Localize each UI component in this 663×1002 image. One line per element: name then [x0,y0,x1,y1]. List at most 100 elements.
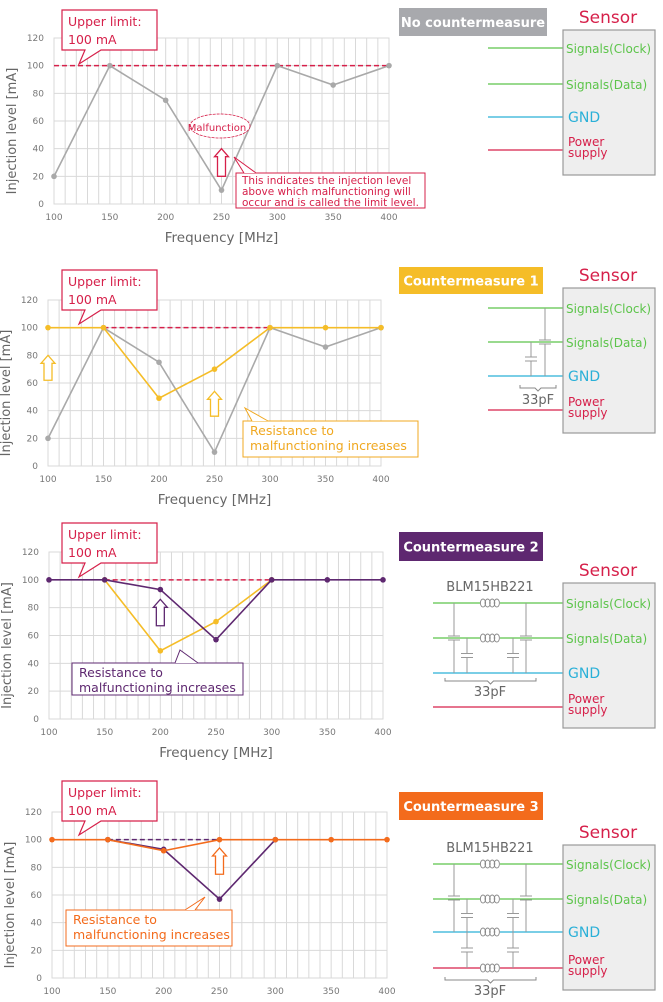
annotation-text: occur and is called the limit level. [242,197,419,209]
annotation-pointer [243,406,269,422]
data-point [211,449,218,455]
pin-data-label: Signals(Data) [566,632,647,646]
x-tick-label: 400 [378,987,395,997]
up-arrow-icon [39,354,57,381]
up-arrow-icon [206,390,223,417]
capacitor-value-label: 33pF [474,984,506,999]
data-point [46,577,52,583]
x-tick-label: 300 [267,987,284,997]
annotation-text: This indicates the injection level [241,175,411,187]
panel-title: No countermeasure [401,16,545,31]
pin-gnd-label: GND [568,369,600,385]
sensor-label: Sensor [579,8,637,28]
panel-title-badge [399,267,543,294]
data-point [213,618,219,625]
x-tick-label: 100 [40,728,57,738]
x-tick-label: 150 [101,213,118,223]
x-tick-label: 350 [319,728,336,738]
data-point [328,836,334,843]
upper-limit-callout [61,9,158,66]
up-arrow-icon [151,598,169,627]
ferrite-bead-icon [493,633,500,643]
ferrite-bead-icon [479,633,487,643]
y-axis-label: Injection level [mA] [0,582,15,709]
data-point [380,577,386,583]
x-tick-label: 250 [206,475,223,485]
y-tick-label: 20 [27,434,39,444]
upper-limit-callout [61,269,158,326]
upper-limit-value: 100 mA [68,32,117,47]
annotation-text: malfunctioning increases [73,927,230,942]
pin-data-label: Signals(Data) [566,336,647,350]
pin-data-label: Signals(Data) [566,893,647,907]
ferrite-bead-icon [479,894,487,904]
x-axis-label: Frequency [MHz] [165,230,278,246]
data-point [101,577,108,583]
y-tick-label: 60 [33,117,45,127]
ferrite-bead-icon [479,963,487,973]
x-tick-label: 300 [263,728,280,738]
y-tick-label: 40 [27,407,39,417]
y-tick-label: 20 [28,687,40,697]
data-point [157,648,164,654]
pin-gnd-label: GND [568,666,600,682]
y-tick-label: 100 [21,324,38,334]
ferrite-bead-icon [484,894,491,904]
chart-panel-2: 100 150 200 250 300 350 400 0 20 40 60 80 100 120 Inje… [0,267,543,508]
y-tick-label: 120 [25,808,42,818]
malfunction-label: Malfunction [188,123,246,134]
annotation-text: malfunctioning increases [79,680,236,695]
y-tick-label: 0 [38,200,44,210]
sensor-label: Sensor [579,561,637,581]
data-point [274,62,281,69]
sensor-schematic-3: Sensor Signals(Clock) Signals(Data) GND Powe… [433,561,656,729]
pin-supply-label: supply [568,703,608,717]
panel-title: Countermeasure 3 [403,800,538,815]
ferrite-bead-icon [493,859,500,869]
upper-limit-label: Upper limit: [68,274,142,289]
y-tick-label: 40 [33,145,45,155]
annotation-pointer [174,649,199,664]
annotation-text: Resistance to [250,423,334,438]
y-tick-label: 0 [32,462,38,472]
up-arrow-icon [211,846,228,875]
data-point [160,847,167,854]
sensor-box [562,29,656,176]
upper-limit-value: 100 mA [68,803,117,818]
ferrite-bead-icon [489,598,496,608]
pin-clock-label: Signals(Clock) [566,597,651,611]
capacitor-value-label: 33pF [522,393,554,408]
panel-title: Countermeasure 1 [403,275,538,290]
y-tick-label: 40 [31,919,43,929]
data-point [156,359,162,366]
x-tick-label: 250 [207,728,224,738]
capacitor-brace [444,977,537,984]
ferrite-bead-icon [484,963,491,973]
y-tick-label: 20 [33,172,45,182]
x-tick-label: 150 [96,728,113,738]
data-point [45,324,51,331]
pin-clock-label: Signals(Clock) [566,42,651,56]
annotation-text: Resistance to [73,912,157,927]
data-point [100,324,107,331]
data-point [216,896,223,902]
panel-title-badge [399,792,543,820]
upper-limit-label: Upper limit: [68,785,142,800]
y-tick-label: 20 [31,946,43,956]
sensor-schematic-1: Sensor Signals(Clock) Signals(Data) GND Powe… [488,8,656,176]
annotation-box [235,172,426,209]
capacitor-brace [519,385,557,392]
annotation-box [242,420,419,458]
upper-limit-value: 100 mA [68,292,117,307]
x-tick-label: 350 [323,987,340,997]
sensor-label: Sensor [579,266,637,286]
capacitor-brace [444,678,537,685]
annotation-pointer [233,156,257,174]
up-arrow-icon [213,147,230,177]
ferrite-bead-icon [484,927,491,937]
x-tick-label: 400 [372,475,389,485]
y-tick-label: 100 [22,576,39,586]
data-point [386,62,392,69]
x-tick-label: 300 [269,213,286,223]
